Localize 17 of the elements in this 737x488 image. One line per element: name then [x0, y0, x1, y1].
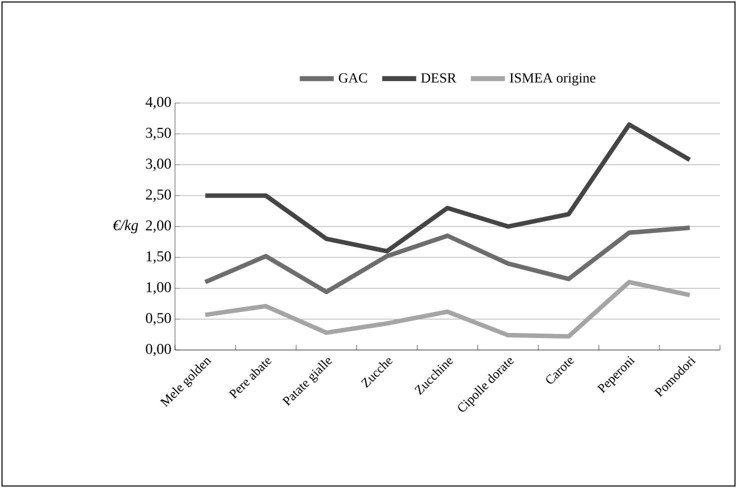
y-tick-label: 3,50 — [146, 128, 171, 140]
y-tick-label: 1,50 — [146, 251, 171, 264]
y-tick-label: 2,00 — [146, 220, 171, 233]
line-series — [203, 122, 692, 254]
y-tick-label: 4,00 — [146, 96, 171, 110]
line-series — [203, 225, 692, 294]
y-axis-title: €/kg — [112, 220, 138, 234]
legend-label: GAC — [338, 73, 367, 83]
y-tick-label: 0,00 — [146, 344, 171, 356]
x-tick-label: Pere abate — [228, 358, 272, 399]
y-tick-label: 2,50 — [146, 190, 171, 202]
y-tick-label: 3,00 — [146, 158, 171, 171]
y-tick-label: 0,50 — [146, 313, 171, 326]
line-series — [203, 280, 692, 339]
y-tick-label: 1,00 — [146, 282, 171, 294]
legend-label: DESR — [421, 73, 456, 83]
legend-label: ISMEA origine — [510, 73, 596, 86]
